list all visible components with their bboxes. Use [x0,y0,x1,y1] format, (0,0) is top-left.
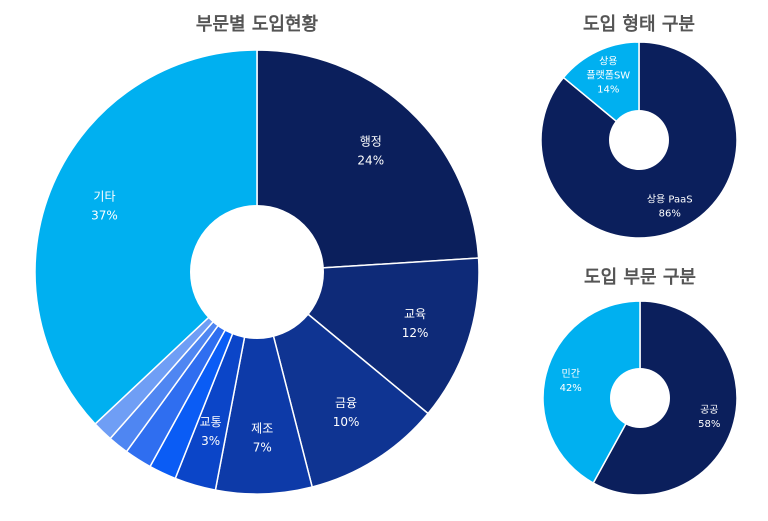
slice-label: 플랫폼SW [586,70,630,82]
slice-value: 42% [560,383,582,394]
slice-label: 교육 [404,307,426,321]
donut-hole [610,368,670,428]
slice-label: 민간 [562,368,580,380]
slice-label: 교통 [200,415,222,429]
slice-label: 제조 [251,422,273,436]
slice-label: 행정 [360,133,382,148]
slice-value: 37% [91,208,118,222]
slice-value: 24% [357,153,384,167]
pie-slice [562,41,640,142]
slice-value: 14% [597,85,619,96]
slice-value: 3% [201,434,220,448]
slice-label: 금융 [335,396,357,410]
donut-hole [609,110,669,170]
pie-slice [256,49,480,273]
slice-label: 공공 [700,404,718,416]
slice-value: 86% [659,208,681,219]
slice-label: 상용 [599,56,617,68]
donut-hole [190,205,324,339]
slice-value: 7% [253,441,272,455]
slice-value: 12% [402,326,429,340]
chart-title: 도입 부문 구분 [584,266,696,288]
pie-slice [542,300,641,485]
slice-label: 상용 PaaS [647,193,693,205]
slice-value: 58% [698,419,720,430]
slice-value: 10% [333,415,360,429]
pie-slice [34,49,258,426]
chart-title: 도입 형태 구분 [583,13,695,35]
slice-label: 기타 [93,189,115,203]
chart-title: 부문별 도입현황 [196,13,319,35]
pie-slice [255,269,430,488]
